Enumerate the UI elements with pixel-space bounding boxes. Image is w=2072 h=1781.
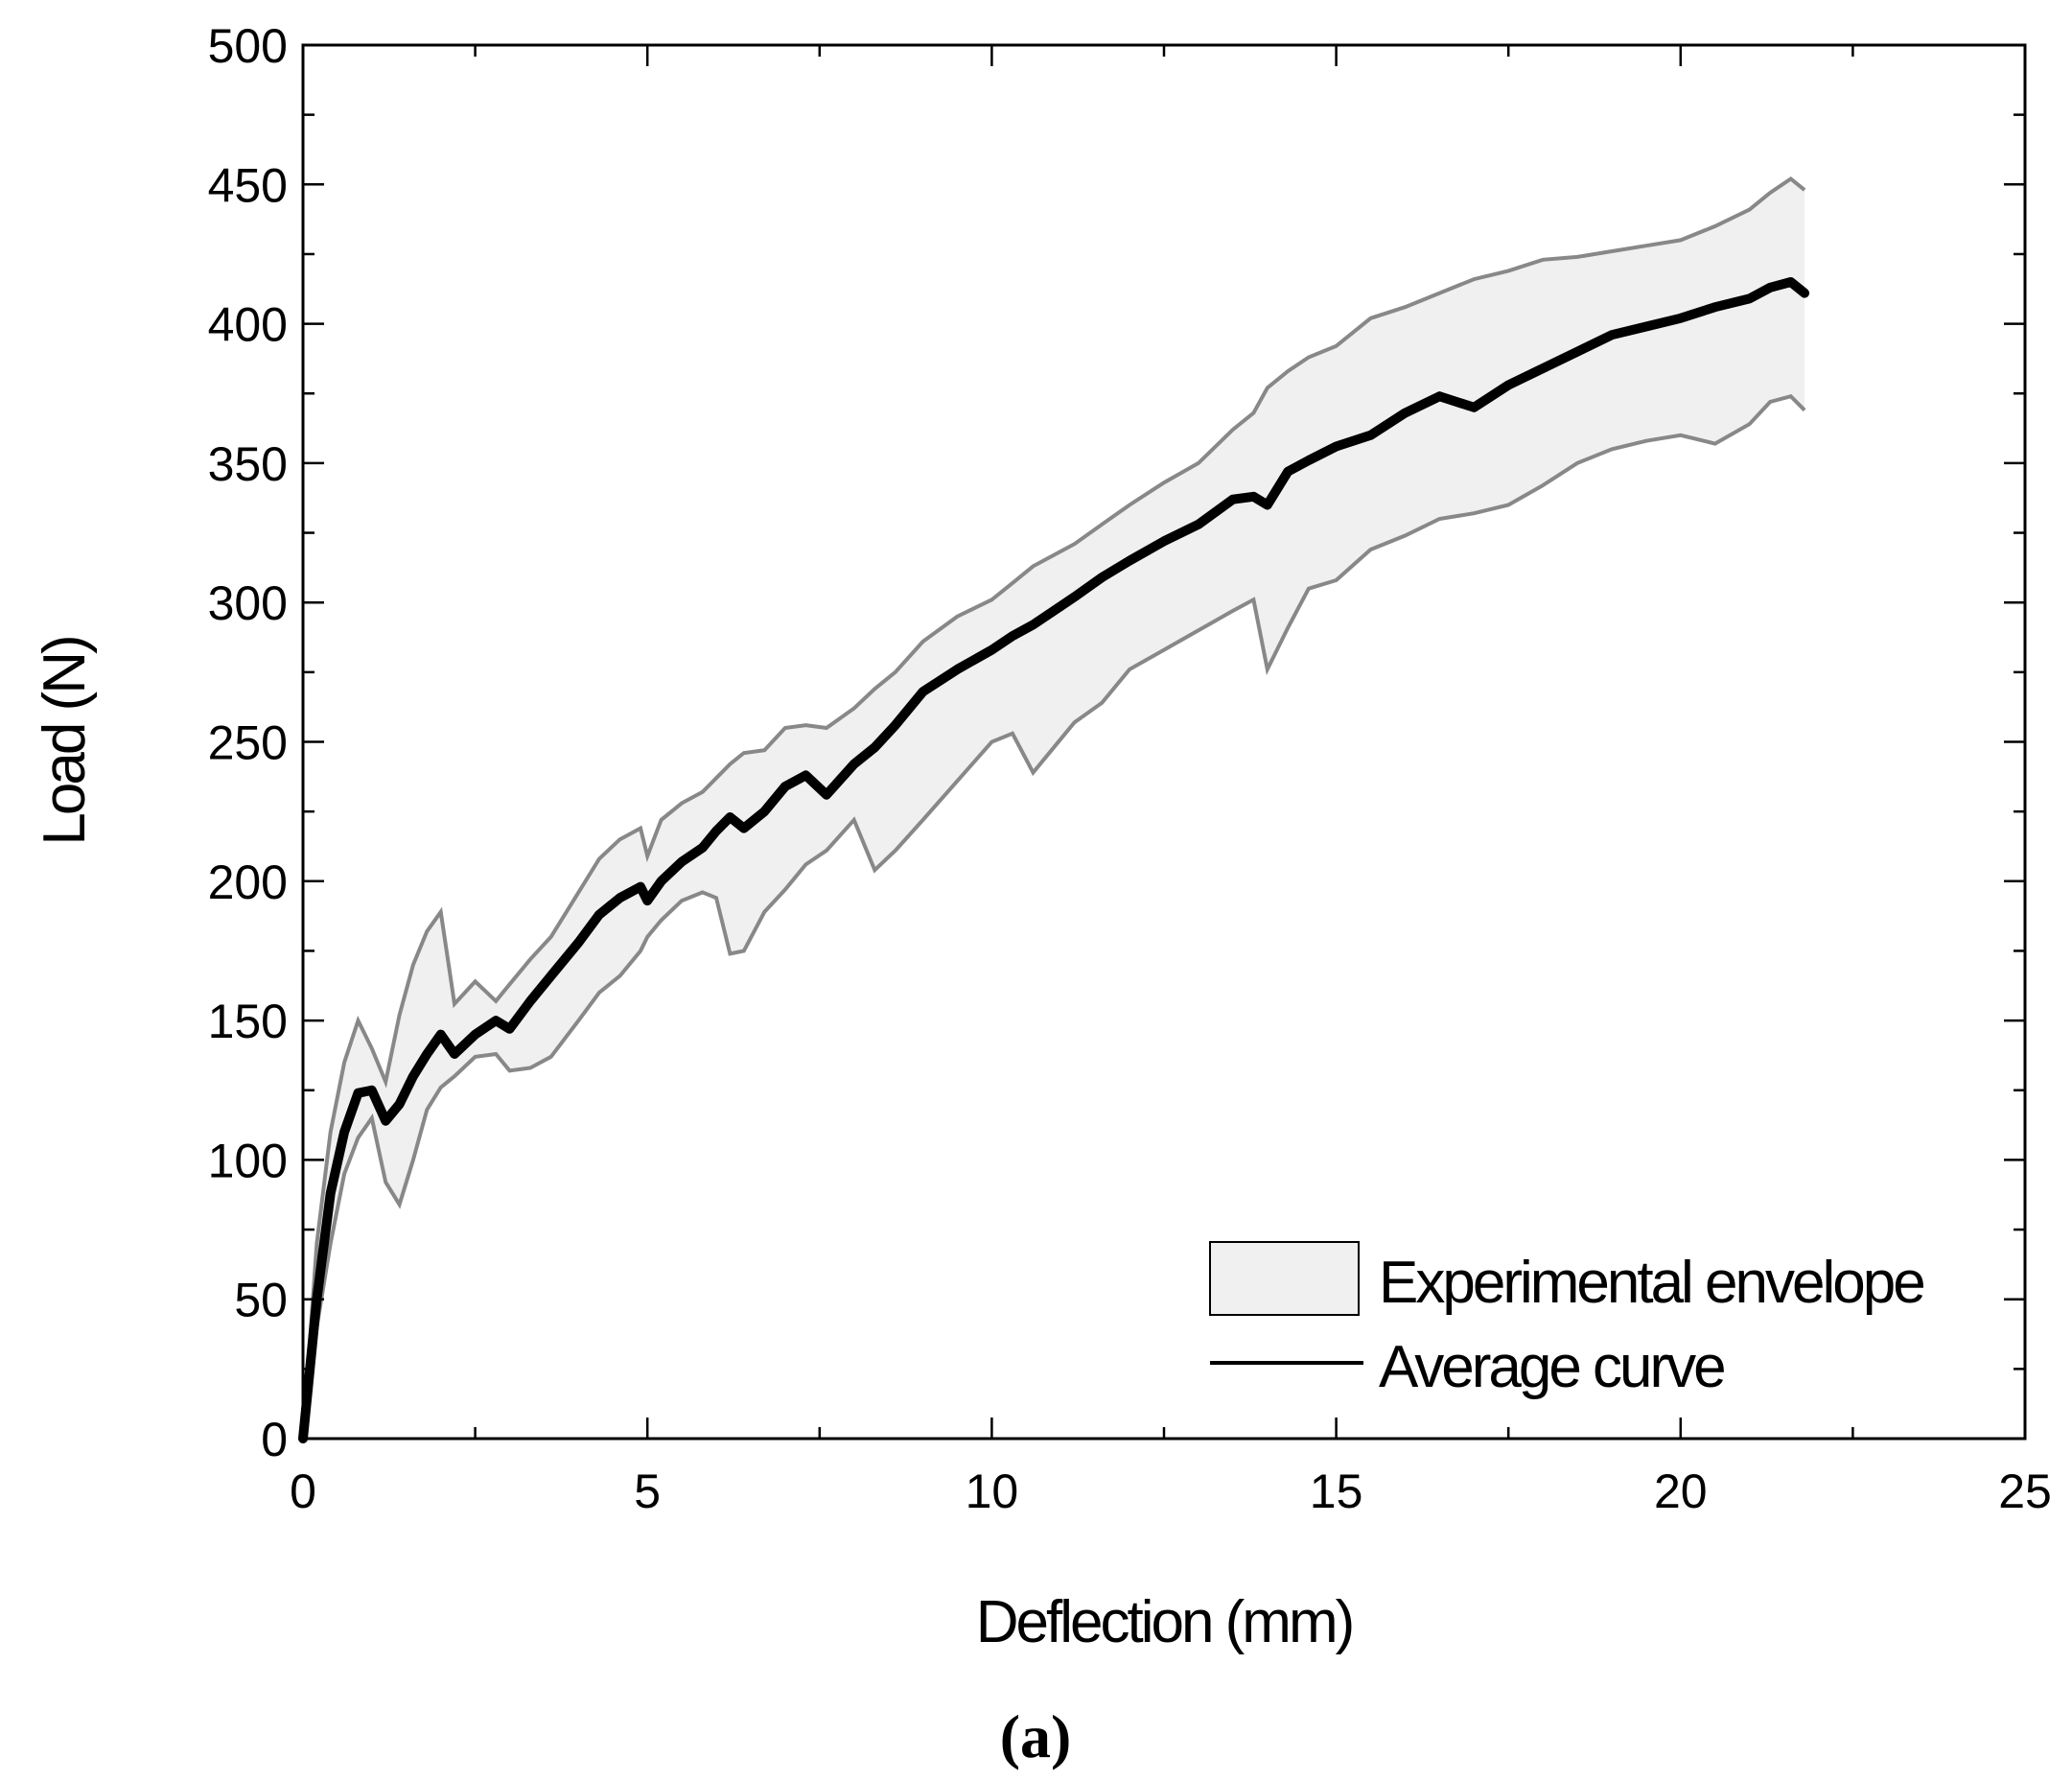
y-tick-label: 50: [234, 1274, 288, 1327]
legend-envelope-swatch: [1209, 1241, 1360, 1316]
y-tick-label: 0: [261, 1413, 288, 1466]
x-tick-label: 15: [1310, 1465, 1363, 1518]
x-axis-tick-labels: 0 5 10 15 20 25: [290, 1465, 2052, 1518]
y-tick-label: 500: [208, 19, 288, 73]
y-tick-label: 250: [208, 716, 288, 770]
x-tick-label: 5: [634, 1465, 661, 1518]
y-axis-tick-labels: 0 50 100 150 200 250 300 350 400 450 500: [208, 19, 288, 1466]
average-curve-line: [298, 277, 1810, 1443]
y-tick-label: 450: [208, 158, 288, 212]
plot-area: [298, 176, 1810, 1443]
y-axis-ticks: [303, 43, 2025, 1441]
x-tick-label: 20: [1654, 1465, 1708, 1518]
panel-label: (a): [1000, 1702, 1072, 1770]
x-tick-label: 10: [966, 1465, 1019, 1518]
legend-average-label: Average curve: [1379, 1334, 1724, 1400]
x-axis-ticks: [301, 45, 2027, 1439]
experimental-envelope-band: [303, 178, 1805, 1439]
y-tick-label: 350: [208, 437, 288, 491]
envelope-lower-edge: [301, 393, 1806, 1440]
y-tick-label: 300: [208, 576, 288, 630]
legend-envelope-label: Experimental envelope: [1379, 1250, 1923, 1316]
x-tick-label: 0: [290, 1465, 316, 1518]
y-tick-label: 400: [208, 298, 288, 352]
y-tick-label: 100: [208, 1134, 288, 1187]
y-axis-title: Load (N): [32, 637, 98, 845]
legend: Experimental envelope Average curve: [1209, 1241, 1926, 1400]
x-axis-title: Deflection (mm): [976, 1589, 1353, 1655]
x-tick-label: 25: [1998, 1465, 2052, 1518]
envelope-upper-edge: [301, 176, 1806, 1440]
y-tick-label: 200: [208, 855, 288, 909]
y-tick-label: 150: [208, 995, 288, 1048]
